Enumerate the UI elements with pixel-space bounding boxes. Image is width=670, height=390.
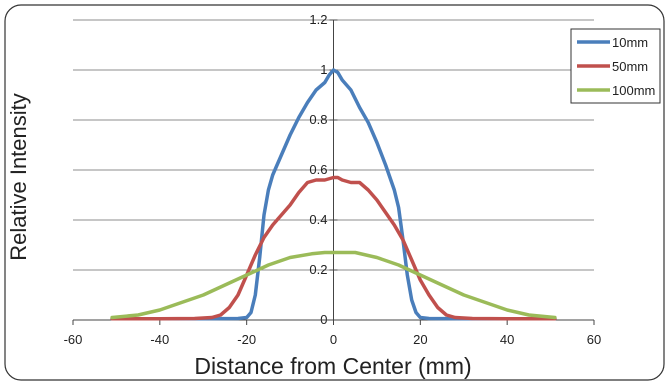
chart-border: [4, 4, 665, 381]
legend: 10mm 50mm 100mm: [570, 28, 661, 104]
x-tick-label-2: -20: [237, 332, 256, 347]
x-tick-label-3: 0: [330, 332, 337, 347]
series-lines: [110, 68, 557, 321]
y-axis-title: Relative Intensity: [6, 93, 31, 261]
y-tick-label-4: 0.8: [309, 112, 327, 127]
x-tick-label-4: 20: [413, 332, 427, 347]
y-tick-label-6: 1.2: [309, 12, 327, 27]
legend-label-100mm: 100mm: [612, 83, 655, 98]
series-line-50mm: [110, 175, 557, 321]
x-axis-title: Distance from Center (mm): [194, 353, 471, 379]
x-tick-label-1: -40: [150, 332, 169, 347]
y-tick-label-1: 0.2: [309, 262, 327, 277]
x-tick-label-0: -60: [64, 332, 83, 347]
y-tick-label-2: 0.4: [309, 212, 327, 227]
y-tick-label-3: 0.6: [309, 162, 327, 177]
series-line-10mm: [110, 68, 557, 321]
series-line-100mm: [110, 250, 557, 320]
x-tick-label-5: 40: [500, 332, 514, 347]
legend-label-50mm: 50mm: [612, 59, 648, 74]
legend-label-10mm: 10mm: [612, 35, 648, 50]
y-tick-label-5: 1: [320, 62, 327, 77]
x-tick-label-6: 60: [587, 332, 601, 347]
